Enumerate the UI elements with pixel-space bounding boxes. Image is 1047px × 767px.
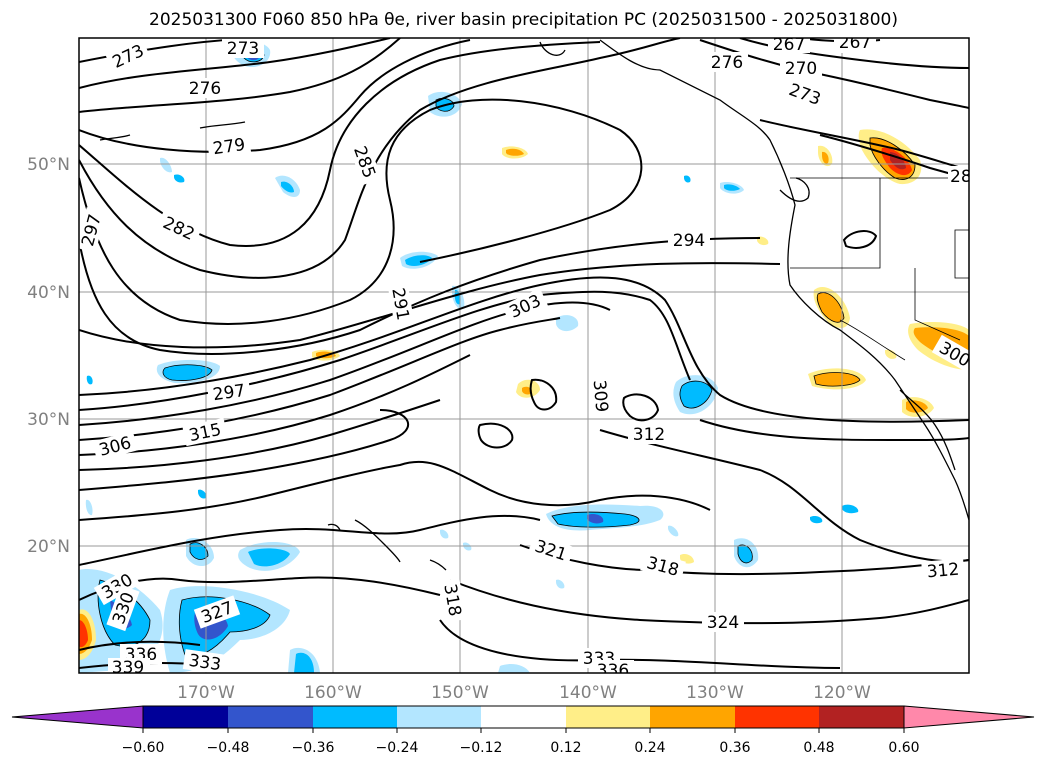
lon-label: 160°W: [304, 683, 362, 703]
colorbar-segment: [819, 706, 904, 728]
colorbar-segment: [566, 706, 650, 728]
map-frame: [78, 37, 970, 674]
contour-label: 273: [227, 39, 259, 59]
lat-label: 20°N: [27, 537, 70, 557]
contour-label: 276: [189, 79, 221, 99]
colorbar-tick-label: 0.60: [888, 740, 919, 756]
lon-label: 170°W: [177, 683, 235, 703]
colorbar-segment: [481, 706, 566, 728]
borders: [790, 177, 969, 361]
lat-label: 40°N: [27, 283, 70, 303]
lat-label: 30°N: [27, 410, 70, 430]
lon-label: 130°W: [686, 683, 744, 703]
precip-contour-outlines: [97, 45, 916, 657]
map-title: 2025031300 F060 850 hPa θe, river basin …: [149, 10, 898, 30]
contour-label: 309: [589, 379, 612, 413]
colorbar-tick-label: −0.60: [122, 740, 165, 756]
colorbar-segment: [650, 706, 735, 728]
lon-label: 140°W: [559, 683, 617, 703]
colorbar-tick-label: 0.36: [719, 740, 750, 756]
colorbar-tick-label: 0.48: [803, 740, 834, 756]
contour-label: 336: [597, 661, 629, 681]
contour-labels: 273 273 276 267 267 270 273 276 279 285 …: [79, 33, 972, 681]
contour-label: 324: [707, 613, 739, 633]
colorbar-tick-label: 0.12: [550, 740, 581, 756]
contour-label: 312: [926, 560, 960, 583]
map-plot: 273 273 276 267 267 270 273 276 279 285 …: [79, 33, 972, 681]
contour-label: 339: [112, 658, 144, 678]
colorbar: −0.60 −0.48 −0.36 −0.24 −0.12 0.12 0.24 …: [11, 705, 1035, 756]
colorbar-extend-min: [11, 705, 144, 729]
contour-label: 270: [785, 59, 817, 79]
contour-label: 279: [212, 135, 247, 159]
latitude-labels: 50°N 40°N 30°N 20°N: [27, 155, 70, 557]
colorbar-tick-label: 0.24: [634, 740, 665, 756]
lat-label: 50°N: [27, 155, 70, 175]
contour-label: 267: [839, 33, 871, 53]
colorbar-segment: [143, 706, 228, 728]
contour-label: 312: [633, 425, 665, 445]
colorbar-segment: [735, 706, 819, 728]
contour-label: 28: [950, 167, 972, 187]
colorbar-tick-label: −0.48: [207, 740, 250, 756]
colorbar-segment: [313, 706, 397, 728]
colorbar-tick-label: −0.12: [460, 740, 503, 756]
longitude-labels: 170°W 160°W 150°W 140°W 130°W 120°W: [177, 683, 871, 703]
colorbar-tick-label: −0.24: [376, 740, 419, 756]
contour-label: 267: [773, 35, 805, 55]
colorbar-segment: [397, 706, 481, 728]
lon-label: 120°W: [813, 683, 871, 703]
contour-label: 276: [711, 53, 743, 73]
contour-label: 294: [673, 231, 705, 251]
colorbar-segment: [228, 706, 313, 728]
contour-label: 333: [187, 651, 222, 675]
lon-label: 150°W: [431, 683, 489, 703]
colorbar-tick-label: −0.36: [292, 740, 335, 756]
colorbar-extend-max: [903, 705, 1035, 729]
contour-label: 297: [212, 381, 247, 405]
coastlines: [99, 39, 969, 571]
